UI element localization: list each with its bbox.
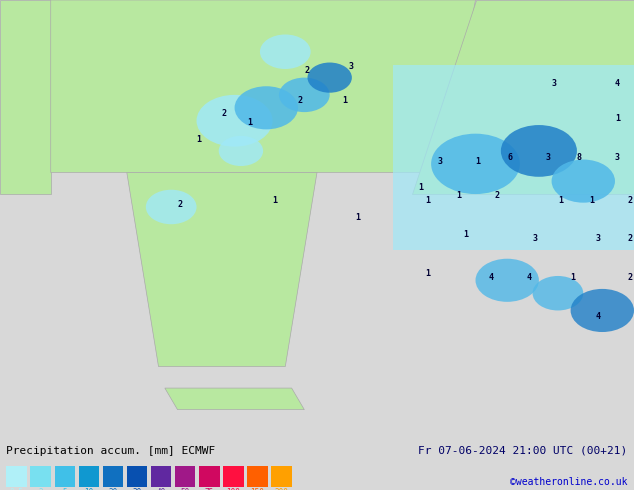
Text: 3: 3 xyxy=(552,79,557,88)
Text: 0.5: 0.5 xyxy=(10,488,23,490)
FancyBboxPatch shape xyxy=(175,466,195,487)
Polygon shape xyxy=(412,0,634,194)
Text: 40: 40 xyxy=(157,488,165,490)
Circle shape xyxy=(235,86,298,129)
Text: 2: 2 xyxy=(304,66,309,75)
Text: Precipitation accum. [mm] ECMWF: Precipitation accum. [mm] ECMWF xyxy=(6,446,216,456)
FancyBboxPatch shape xyxy=(247,466,268,487)
Circle shape xyxy=(260,34,311,69)
Text: 2: 2 xyxy=(298,97,303,105)
Text: 3: 3 xyxy=(615,152,620,162)
Circle shape xyxy=(501,125,577,177)
Text: 2: 2 xyxy=(38,488,43,490)
Text: 1: 1 xyxy=(197,135,202,144)
Circle shape xyxy=(431,134,520,194)
Circle shape xyxy=(533,276,583,311)
Text: 4: 4 xyxy=(615,79,620,88)
FancyBboxPatch shape xyxy=(271,466,292,487)
Text: 1: 1 xyxy=(463,230,468,239)
Text: 1: 1 xyxy=(425,269,430,278)
Text: 1: 1 xyxy=(247,118,252,127)
FancyBboxPatch shape xyxy=(103,466,123,487)
Text: 2: 2 xyxy=(628,235,633,244)
Text: 1: 1 xyxy=(425,196,430,205)
Text: 30: 30 xyxy=(133,488,141,490)
Text: 1: 1 xyxy=(273,196,278,205)
Text: 1: 1 xyxy=(615,114,620,122)
Text: 3: 3 xyxy=(349,62,354,71)
Circle shape xyxy=(476,259,539,302)
Text: 10: 10 xyxy=(84,488,93,490)
Polygon shape xyxy=(393,65,634,250)
Text: 200: 200 xyxy=(275,488,288,490)
Text: 1: 1 xyxy=(571,273,576,282)
Text: 2: 2 xyxy=(628,273,633,282)
Text: 5: 5 xyxy=(62,488,67,490)
Text: 2: 2 xyxy=(178,200,183,209)
Polygon shape xyxy=(0,0,51,194)
Text: 1: 1 xyxy=(342,97,347,105)
Circle shape xyxy=(307,63,352,93)
FancyBboxPatch shape xyxy=(223,466,243,487)
FancyBboxPatch shape xyxy=(55,466,75,487)
Text: 3: 3 xyxy=(533,235,538,244)
Text: 3: 3 xyxy=(545,152,550,162)
Polygon shape xyxy=(165,388,304,410)
FancyBboxPatch shape xyxy=(151,466,171,487)
Text: 3: 3 xyxy=(596,235,601,244)
Circle shape xyxy=(197,95,273,147)
Text: 2: 2 xyxy=(628,196,633,205)
Text: 75: 75 xyxy=(205,488,214,490)
FancyBboxPatch shape xyxy=(30,466,51,487)
Text: 4: 4 xyxy=(488,273,493,282)
Circle shape xyxy=(279,77,330,112)
Text: 1: 1 xyxy=(418,183,424,192)
Text: 4: 4 xyxy=(526,273,531,282)
Text: 1: 1 xyxy=(456,192,462,200)
Text: 20: 20 xyxy=(108,488,117,490)
Text: 1: 1 xyxy=(355,213,360,222)
Text: 1: 1 xyxy=(476,157,481,166)
Text: 2: 2 xyxy=(495,192,500,200)
Text: Fr 07-06-2024 21:00 UTC (00+21): Fr 07-06-2024 21:00 UTC (00+21) xyxy=(418,446,628,456)
Circle shape xyxy=(552,160,615,203)
Text: ©weatheronline.co.uk: ©weatheronline.co.uk xyxy=(510,477,628,487)
Circle shape xyxy=(219,136,263,166)
Text: 2: 2 xyxy=(222,109,227,119)
Text: 6: 6 xyxy=(507,152,512,162)
Text: 150: 150 xyxy=(250,488,264,490)
Circle shape xyxy=(571,289,634,332)
Text: 4: 4 xyxy=(596,312,601,321)
Text: 100: 100 xyxy=(226,488,240,490)
FancyBboxPatch shape xyxy=(199,466,219,487)
FancyBboxPatch shape xyxy=(6,466,27,487)
Text: 1: 1 xyxy=(590,196,595,205)
Text: 8: 8 xyxy=(577,152,582,162)
Text: 50: 50 xyxy=(181,488,190,490)
FancyBboxPatch shape xyxy=(127,466,147,487)
FancyBboxPatch shape xyxy=(79,466,99,487)
Polygon shape xyxy=(51,0,476,172)
Circle shape xyxy=(146,190,197,224)
Text: 1: 1 xyxy=(558,196,563,205)
Polygon shape xyxy=(127,172,317,367)
Text: 3: 3 xyxy=(437,157,443,166)
